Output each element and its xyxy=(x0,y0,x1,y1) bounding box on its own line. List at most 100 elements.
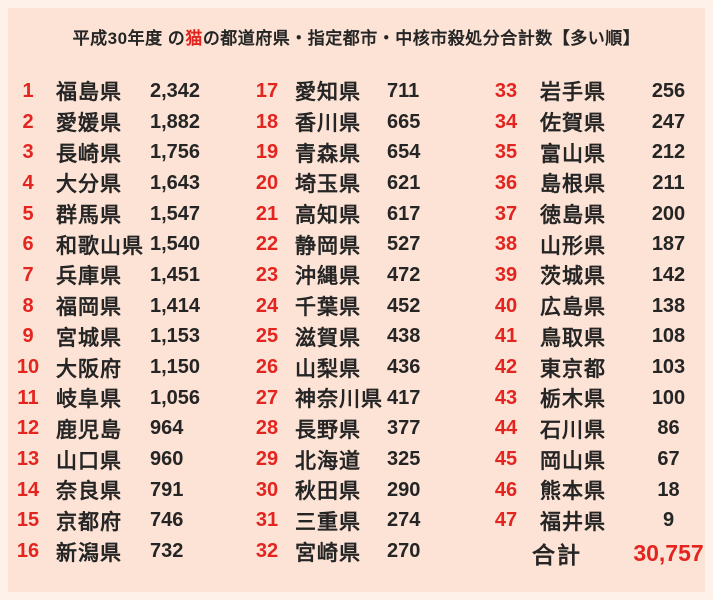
ranking-row: 43 栃木県 100 xyxy=(488,383,713,414)
count-value: 270 xyxy=(387,540,421,563)
count-value: 211 xyxy=(652,171,685,194)
prefecture-name: 京都府 xyxy=(56,510,122,534)
title-suffix: の都道府県・指定都市・中核市殺処分合計数【多い順】 xyxy=(202,29,641,48)
prefecture-name: 岐阜県 xyxy=(56,388,122,412)
count-value: 1,547 xyxy=(150,202,201,225)
rank-number: 39 xyxy=(494,263,518,286)
ranking-row: 16 新潟県 732 xyxy=(10,536,225,567)
page-title: 平成30年度 の猫の都道府県・指定都市・中核市殺処分合計数【多い順】 xyxy=(8,24,705,49)
ranking-row: 46 熊本県 18 xyxy=(488,475,713,506)
prefecture-name: 北海道 xyxy=(295,449,361,473)
prefecture-name: 鳥取県 xyxy=(540,326,606,350)
title-highlight-cat: 猫 xyxy=(185,29,203,48)
ranking-row: 37 徳島県 200 xyxy=(488,199,713,230)
ranking-row: 38 山形県 187 xyxy=(488,229,713,260)
count-value: 617 xyxy=(387,202,421,225)
prefecture-name: 沖縄県 xyxy=(295,265,361,289)
prefecture-name: 静岡県 xyxy=(295,234,361,258)
prefecture-name: 長崎県 xyxy=(56,142,122,166)
prefecture-name: 佐賀県 xyxy=(540,112,606,136)
ranking-column-3: 33 岩手県 256 34 佐賀県 247 35 富山県 212 36 島根県 … xyxy=(488,76,713,569)
count-value: 472 xyxy=(387,263,421,286)
rank-number: 34 xyxy=(494,110,518,133)
count-value: 2,342 xyxy=(150,79,201,102)
prefecture-name: 福島県 xyxy=(56,81,122,105)
count-value: 732 xyxy=(150,540,184,563)
rank-number: 5 xyxy=(22,202,34,225)
count-value: 1,150 xyxy=(150,356,201,379)
ranking-row: 39 茨城県 142 xyxy=(488,260,713,291)
prefecture-name: 島根県 xyxy=(540,173,606,197)
ranking-row: 7 兵庫県 1,451 xyxy=(10,260,225,291)
count-value: 960 xyxy=(150,448,184,471)
ranking-row: 12 鹿児島 964 xyxy=(10,414,225,445)
count-value: 187 xyxy=(651,233,686,256)
rank-number: 17 xyxy=(255,79,279,102)
count-value: 452 xyxy=(387,294,421,317)
prefecture-name: 群馬県 xyxy=(56,204,122,228)
ranking-row: 34 佐賀県 247 xyxy=(488,107,713,138)
ranking-row: 28 長野県 377 xyxy=(248,414,475,445)
ranking-row: 20 埼玉県 621 xyxy=(248,168,475,199)
ranking-row: 45 岡山県 67 xyxy=(488,444,713,475)
rank-number: 28 xyxy=(255,417,279,440)
count-value: 247 xyxy=(651,110,686,133)
ranking-row: 10 大阪府 1,150 xyxy=(10,352,225,383)
rank-number: 45 xyxy=(494,448,518,471)
ranking-row: 2 愛媛県 1,882 xyxy=(10,107,225,138)
ranking-row: 21 高知県 617 xyxy=(248,199,475,230)
prefecture-name: 茨城県 xyxy=(540,265,606,289)
count-value: 1,451 xyxy=(150,263,201,286)
prefecture-name: 宮崎県 xyxy=(295,541,361,565)
count-value: 654 xyxy=(387,141,421,164)
prefecture-name: 高知県 xyxy=(295,204,361,228)
rank-number: 18 xyxy=(255,110,279,133)
count-value: 108 xyxy=(651,325,686,348)
count-value: 274 xyxy=(387,509,421,532)
count-value: 256 xyxy=(651,79,686,102)
ranking-row: 17 愛知県 711 xyxy=(248,76,475,107)
prefecture-name: 兵庫県 xyxy=(56,265,122,289)
prefecture-name: 岡山県 xyxy=(540,449,606,473)
rank-number: 29 xyxy=(255,448,279,471)
ranking-row: 5 群馬県 1,547 xyxy=(10,199,225,230)
count-value: 1,153 xyxy=(150,325,201,348)
count-value: 67 xyxy=(657,448,680,471)
count-value: 1,414 xyxy=(150,294,201,317)
prefecture-name: 富山県 xyxy=(540,142,606,166)
rank-number: 8 xyxy=(22,294,34,317)
rank-number: 43 xyxy=(494,386,518,409)
rank-number: 25 xyxy=(255,325,279,348)
prefecture-name: 愛媛県 xyxy=(56,112,122,136)
count-value: 138 xyxy=(651,294,686,317)
ranking-row: 24 千葉県 452 xyxy=(248,291,475,322)
prefecture-name: 東京都 xyxy=(540,357,606,381)
count-value: 1,756 xyxy=(150,141,201,164)
ranking-row: 25 滋賀県 438 xyxy=(248,322,475,353)
rank-number: 2 xyxy=(22,110,34,133)
prefecture-name: 新潟県 xyxy=(56,541,122,565)
total-value: 30,757 xyxy=(633,539,704,566)
count-value: 1,882 xyxy=(150,110,201,133)
total-row: 合計 30,757 xyxy=(488,536,713,569)
ranking-row: 9 宮城県 1,153 xyxy=(10,322,225,353)
prefecture-name: 宮城県 xyxy=(56,326,122,350)
ranking-row: 40 広島県 138 xyxy=(488,291,713,322)
count-value: 290 xyxy=(387,478,421,501)
prefecture-name: 三重県 xyxy=(295,510,361,534)
ranking-row: 29 北海道 325 xyxy=(248,444,475,475)
rank-number: 31 xyxy=(255,509,279,532)
count-value: 417 xyxy=(387,386,421,409)
rank-number: 46 xyxy=(494,478,518,501)
rank-number: 3 xyxy=(22,141,34,164)
rank-number: 23 xyxy=(255,263,279,286)
count-value: 436 xyxy=(387,356,421,379)
rank-number: 6 xyxy=(22,233,34,256)
ranking-row: 26 山梨県 436 xyxy=(248,352,475,383)
count-value: 103 xyxy=(651,356,686,379)
prefecture-name: 滋賀県 xyxy=(295,326,361,350)
count-value: 325 xyxy=(387,448,421,471)
title-prefix: 平成30年度 の xyxy=(72,29,186,48)
rank-number: 9 xyxy=(22,325,34,348)
